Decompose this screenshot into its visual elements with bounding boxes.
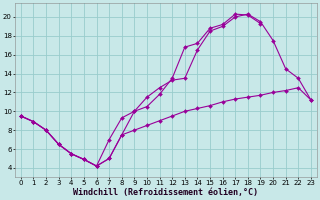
- X-axis label: Windchill (Refroidissement éolien,°C): Windchill (Refroidissement éolien,°C): [73, 188, 258, 197]
